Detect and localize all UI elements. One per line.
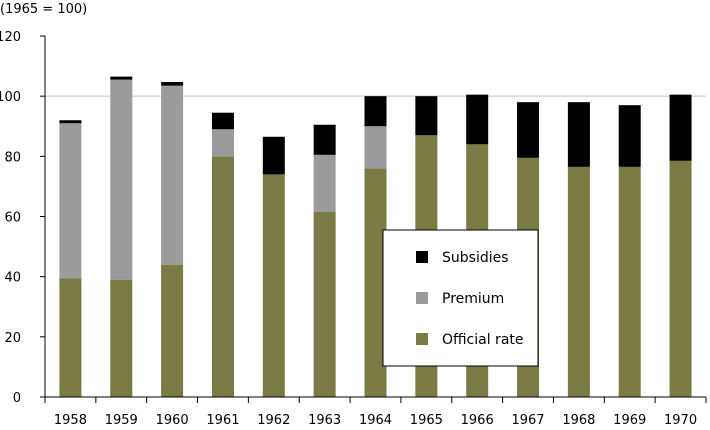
bar-segment-official-rate-1970	[669, 160, 692, 397]
x-tick-label: 1969	[613, 413, 646, 428]
y-tick-label: 20	[4, 331, 21, 346]
bar-segment-official-rate-1960	[161, 264, 184, 397]
bar-segment-official-rate-1961	[211, 156, 234, 397]
bar-segment-subsidies-1963	[313, 124, 336, 155]
x-tick-label: 1964	[359, 413, 392, 428]
bar-segment-official-rate-1959	[110, 279, 133, 397]
bar-segment-premium-1959	[110, 79, 133, 280]
bar-segment-official-rate-1968	[567, 166, 590, 397]
bar-segment-subsidies-1958	[59, 120, 82, 124]
y-tick-label: 60	[4, 211, 21, 226]
y-tick-label: 120	[0, 30, 21, 45]
x-tick-label: 1968	[562, 413, 595, 428]
bar-segment-official-rate-1958	[59, 278, 82, 397]
x-tick-label: 1961	[206, 413, 239, 428]
bar-segment-official-rate-1969	[618, 166, 641, 397]
bar-segment-subsidies-1961	[211, 112, 234, 130]
y-tick-label: 0	[13, 391, 21, 406]
unit-note: (1965 = 100)	[0, 2, 87, 17]
x-tick-label: 1959	[105, 413, 138, 428]
bar-segment-subsidies-1960	[161, 82, 184, 86]
bar-segment-subsidies-1959	[110, 76, 133, 80]
bar-segment-premium-1961	[211, 129, 234, 157]
legend-swatch-subsidies	[416, 251, 428, 263]
x-tick-label: 1962	[257, 413, 290, 428]
bar-segment-premium-1960	[161, 85, 184, 265]
y-tick-label: 80	[4, 150, 21, 165]
bar-segment-subsidies-1967	[517, 102, 540, 158]
bar-segment-premium-1958	[59, 123, 82, 279]
legend-label-premium: Premium	[442, 291, 504, 307]
legend-box	[382, 229, 539, 367]
legend-swatch-premium	[416, 292, 428, 304]
bar-segment-subsidies-1966	[466, 94, 489, 145]
bar-segment-subsidies-1968	[567, 102, 590, 167]
bar-segment-official-rate-1963	[313, 211, 336, 397]
bar-segment-premium-1964	[364, 126, 387, 169]
y-tick-label: 40	[4, 271, 21, 286]
bar-segment-subsidies-1964	[364, 96, 387, 127]
x-tick-label: 1960	[156, 413, 189, 428]
x-tick-label: 1958	[54, 413, 87, 428]
bar-segment-premium-1963	[313, 154, 336, 212]
y-tick-label: 100	[0, 90, 21, 105]
bar-segment-subsidies-1962	[262, 136, 285, 175]
x-tick-label: 1967	[511, 413, 544, 428]
x-tick-label: 1970	[664, 413, 697, 428]
legend: Subsidies Premium Official rate	[382, 229, 539, 367]
x-tick-label: 1966	[461, 413, 494, 428]
x-tick-label: 1965	[410, 413, 443, 428]
legend-label-official-rate: Official rate	[442, 332, 524, 348]
bars	[59, 76, 692, 397]
x-axis: 1958 1959 1960 1961 1962 1963 1964 1965 1966 1967…	[44, 396, 707, 428]
bar-segment-official-rate-1964	[364, 168, 387, 397]
x-tick-label: 1963	[308, 413, 341, 428]
legend-label-subsidies: Subsidies	[442, 250, 509, 266]
legend-swatch-official-rate	[416, 333, 428, 345]
bar-segment-subsidies-1970	[669, 94, 692, 161]
bar-segment-official-rate-1962	[262, 174, 285, 397]
bar-segment-subsidies-1969	[618, 105, 641, 167]
y-axis: 0 20 40 60 80 100 120	[0, 30, 46, 406]
bar-segment-subsidies-1965	[415, 96, 438, 136]
